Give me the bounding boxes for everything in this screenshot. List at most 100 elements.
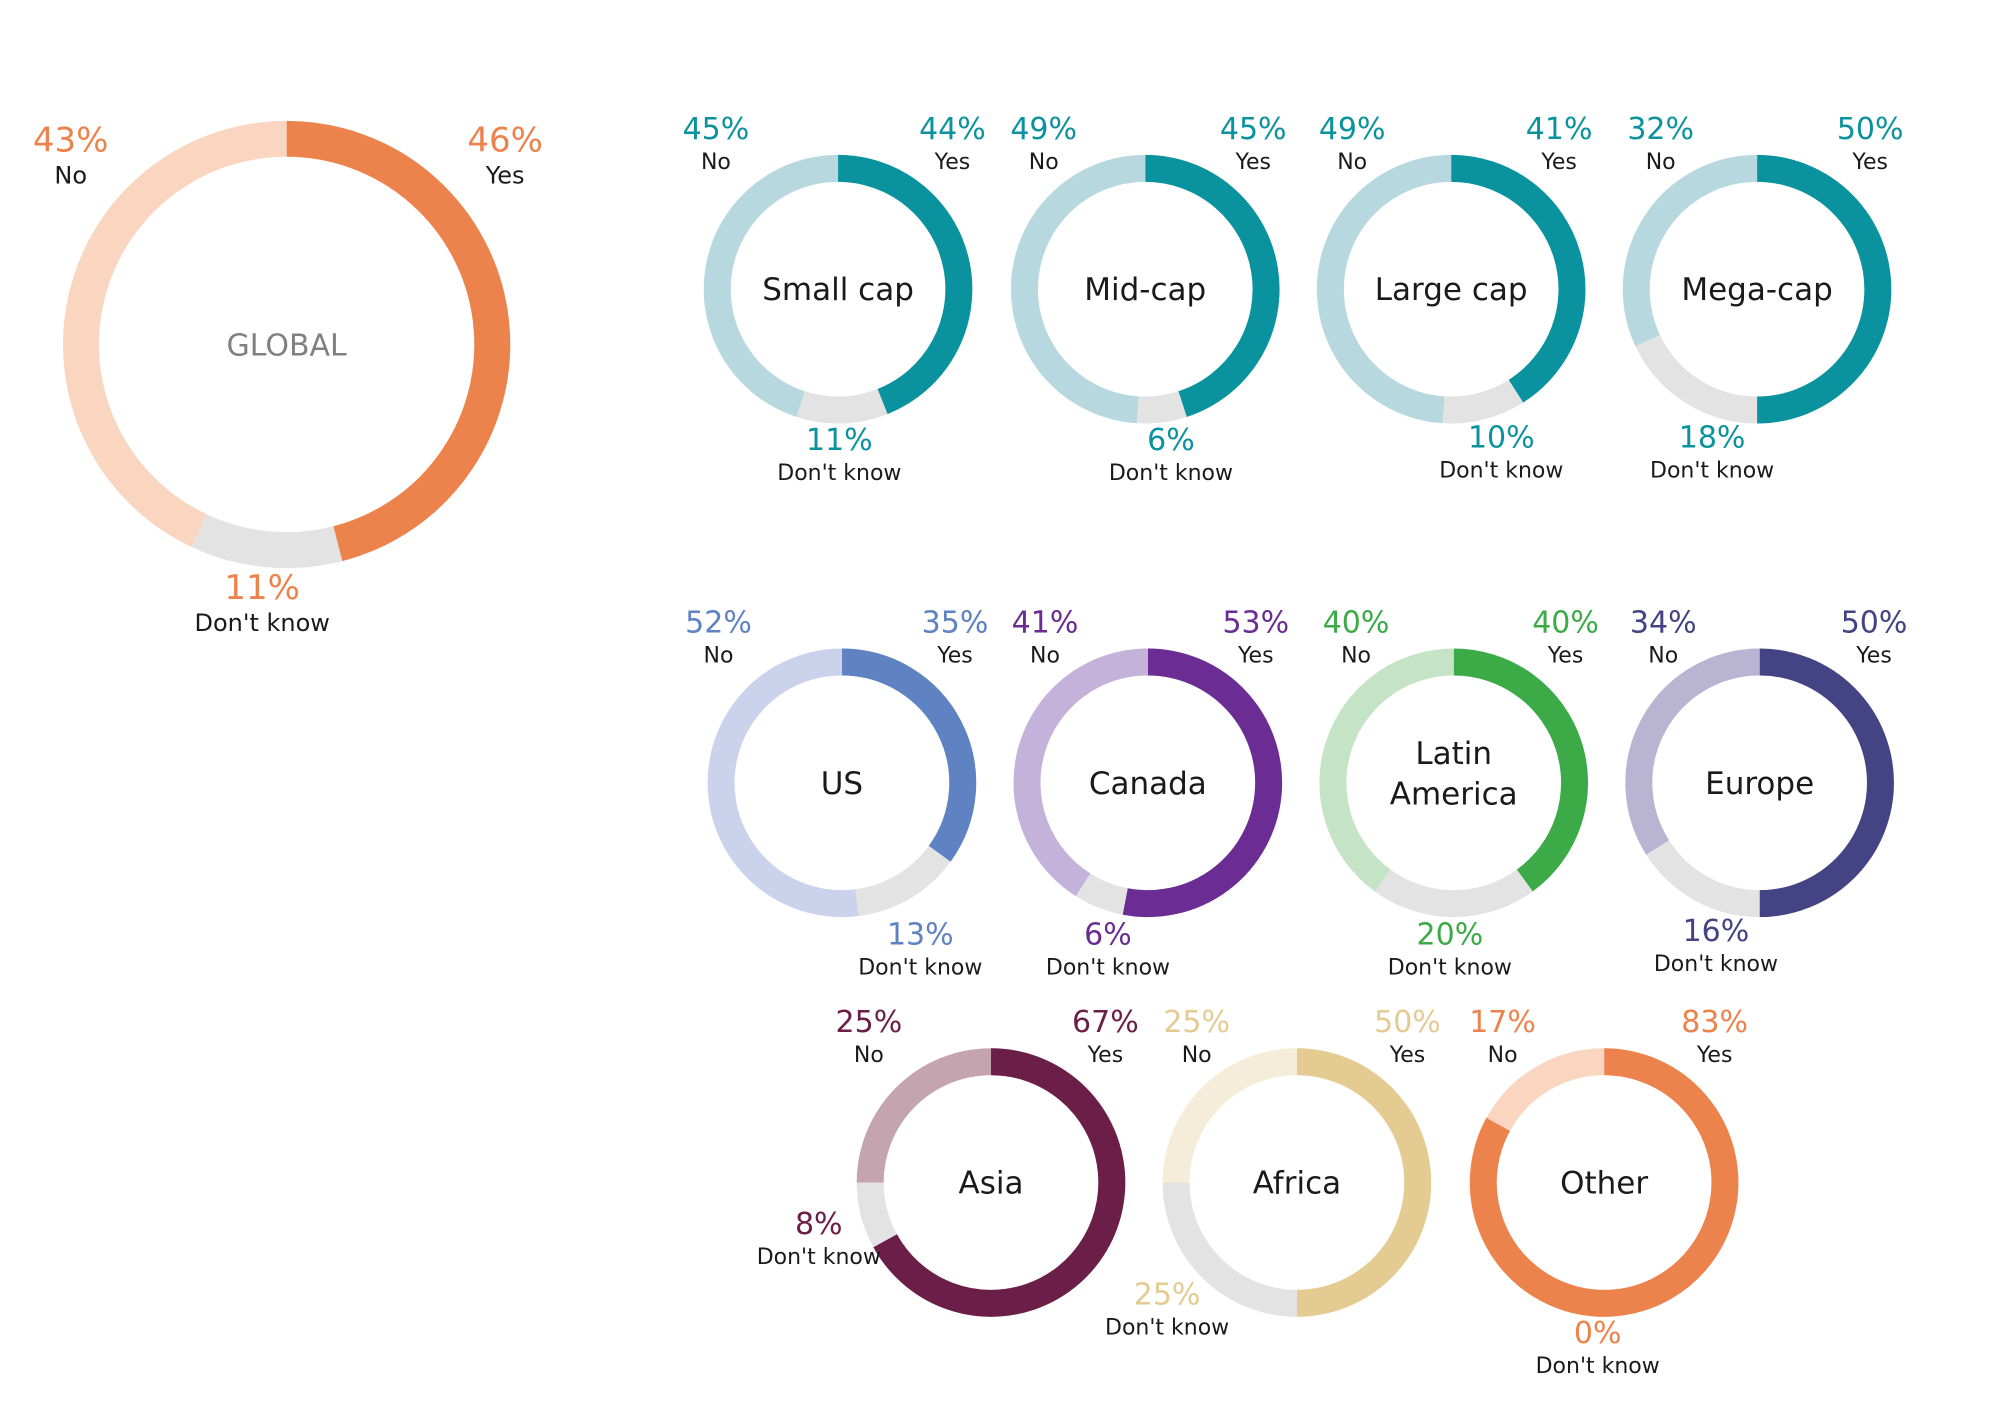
category-label-no: No xyxy=(1648,643,1678,668)
category-label-no: No xyxy=(1182,1043,1212,1068)
slice-don-t-know xyxy=(1635,334,1758,424)
category-label-yes: Yes xyxy=(1696,1043,1733,1068)
center-label: Canada xyxy=(1089,766,1207,802)
value-label-no: 32% xyxy=(1627,112,1694,147)
center-label: Large cap xyxy=(1375,272,1528,308)
category-label-yes: Yes xyxy=(1855,643,1892,668)
value-label-yes: 44% xyxy=(919,112,986,147)
category-label-no: No xyxy=(854,1043,884,1068)
center-label: GLOBAL xyxy=(226,328,347,363)
value-label-don-t-know: 18% xyxy=(1679,420,1746,455)
value-label-don-t-know: 13% xyxy=(887,918,954,953)
category-label-yes: Yes xyxy=(936,643,973,668)
slice-no xyxy=(1013,648,1149,897)
slice-no xyxy=(703,154,839,417)
category-label-no: No xyxy=(701,150,731,175)
donut-small-cap: Small cap 44% Yes 11% Don't know 45% No xyxy=(683,112,986,486)
slice-don-t-know xyxy=(796,388,888,424)
category-label-yes: Yes xyxy=(1237,643,1274,668)
slice-don-t-know xyxy=(191,514,343,569)
category-label-don-t-know: Don't know xyxy=(194,609,329,637)
donut-mid-cap: Mid-cap 45% Yes 6% Don't know 49% No xyxy=(1010,112,1286,486)
slice-yes xyxy=(1453,648,1589,892)
category-label-don-t-know: Don't know xyxy=(777,461,901,486)
value-label-no: 49% xyxy=(1010,112,1077,147)
slice-no xyxy=(1316,154,1452,424)
slice-no xyxy=(63,120,287,547)
donut-us: US 35% Yes 13% Don't know 52% No xyxy=(685,605,988,980)
value-label-no: 34% xyxy=(1630,605,1697,640)
slice-don-t-know xyxy=(854,845,951,917)
slice-yes xyxy=(837,154,973,415)
category-label-no: No xyxy=(1341,643,1371,668)
center-label: Mid-cap xyxy=(1084,272,1206,308)
category-label-yes: Yes xyxy=(1547,643,1584,668)
donut-europe: Europe 50% Yes 16% Don't know 34% No xyxy=(1625,605,1908,977)
center-label: Asia xyxy=(959,1166,1024,1202)
value-label-yes: 50% xyxy=(1837,112,1904,147)
category-label-yes: Yes xyxy=(1234,150,1271,175)
slice-no xyxy=(856,1048,992,1183)
slice-no xyxy=(1486,1048,1605,1132)
value-label-no: 17% xyxy=(1469,1005,1536,1040)
value-label-don-t-know: 11% xyxy=(224,568,300,608)
category-label-yes: Yes xyxy=(934,150,971,175)
value-label-yes: 40% xyxy=(1532,605,1599,640)
slice-don-t-know xyxy=(856,1182,898,1248)
category-label-don-t-know: Don't know xyxy=(1046,956,1170,981)
category-label-no: No xyxy=(1646,150,1676,175)
slice-yes xyxy=(1145,154,1280,417)
category-label-don-t-know: Don't know xyxy=(1654,952,1778,977)
category-label-yes: Yes xyxy=(1540,150,1577,175)
slice-yes xyxy=(1469,1048,1739,1317)
slice-yes xyxy=(1122,648,1283,918)
value-label-yes: 67% xyxy=(1072,1005,1139,1040)
donut-asia: Asia 67% Yes 8% Don't know 25% No xyxy=(757,1005,1139,1317)
donut-latin-america: Latin America 40% Yes 20% Don't know 40% No xyxy=(1319,605,1599,981)
category-label-don-t-know: Don't know xyxy=(1109,461,1233,486)
slice-don-t-know xyxy=(1075,873,1129,915)
slice-don-t-know xyxy=(1374,869,1533,918)
value-label-don-t-know: 6% xyxy=(1147,423,1195,458)
donut-canada: Canada 53% Yes 6% Don't know 41% No xyxy=(1012,605,1289,980)
value-label-no: 25% xyxy=(1163,1005,1230,1040)
category-label-yes: Yes xyxy=(1851,150,1888,175)
center-label: Europe xyxy=(1705,766,1814,802)
category-label-don-t-know: Don't know xyxy=(757,1245,881,1270)
value-label-no: 43% xyxy=(33,121,109,161)
value-label-yes: 45% xyxy=(1220,112,1287,147)
center-label: Mega-cap xyxy=(1681,272,1832,308)
category-label-no: No xyxy=(1030,643,1060,668)
value-label-yes: 50% xyxy=(1841,605,1908,640)
slice-no xyxy=(1319,648,1454,892)
value-label-yes: 46% xyxy=(467,121,543,161)
value-label-no: 40% xyxy=(1323,605,1390,640)
value-label-don-t-know: 10% xyxy=(1468,420,1535,455)
center-label: Africa xyxy=(1253,1166,1341,1202)
slice-no xyxy=(707,648,859,918)
category-label-don-t-know: Don't know xyxy=(1388,956,1512,981)
center-label: Other xyxy=(1560,1166,1648,1202)
slice-yes xyxy=(1756,154,1892,424)
category-label-no: No xyxy=(1488,1043,1518,1068)
value-label-no: 52% xyxy=(685,605,752,640)
category-label-no: No xyxy=(54,162,87,190)
center-label: Small cap xyxy=(762,272,914,308)
value-label-yes: 50% xyxy=(1374,1005,1441,1040)
category-label-don-t-know: Don't know xyxy=(1105,1316,1229,1341)
value-label-don-t-know: 6% xyxy=(1084,918,1132,953)
slice-no xyxy=(1622,154,1758,347)
value-label-no: 45% xyxy=(683,112,750,147)
slice-no xyxy=(1010,154,1146,424)
slice-no xyxy=(1625,648,1760,855)
category-label-no: No xyxy=(1029,150,1059,175)
category-label-don-t-know: Don't know xyxy=(858,956,982,981)
value-label-no: 41% xyxy=(1012,605,1079,640)
value-label-don-t-know: 8% xyxy=(795,1207,843,1242)
value-label-don-t-know: 16% xyxy=(1683,914,1750,949)
center-label: US xyxy=(821,766,863,802)
category-label-no: No xyxy=(1337,150,1367,175)
donut-global: GLOBAL 46%Yes 11%Don't know 43%No xyxy=(33,121,543,637)
slice-yes xyxy=(1450,154,1586,403)
